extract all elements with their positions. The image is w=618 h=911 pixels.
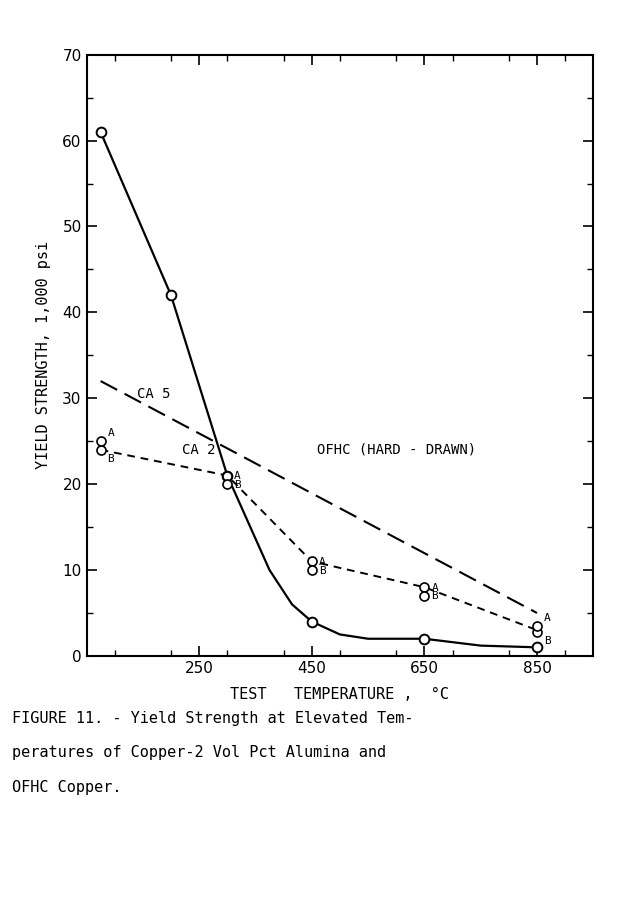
- Text: B: B: [234, 480, 241, 490]
- X-axis label: TEST   TEMPERATURE ,  °C: TEST TEMPERATURE , °C: [231, 687, 449, 701]
- Text: A: A: [544, 613, 551, 623]
- Text: OFHC Copper.: OFHC Copper.: [12, 780, 122, 794]
- Text: CA 5: CA 5: [137, 387, 171, 401]
- Text: B: B: [431, 591, 438, 601]
- Text: A: A: [319, 558, 326, 568]
- Text: FIGURE 11. - Yield Strength at Elevated Tem-: FIGURE 11. - Yield Strength at Elevated …: [12, 711, 414, 725]
- Text: A: A: [108, 428, 114, 438]
- Text: A: A: [431, 583, 438, 593]
- Text: B: B: [108, 454, 114, 464]
- Text: CA 2: CA 2: [182, 443, 216, 456]
- Text: OFHC (HARD - DRAWN): OFHC (HARD - DRAWN): [318, 443, 476, 456]
- Text: A: A: [234, 471, 241, 481]
- Text: B: B: [544, 636, 551, 646]
- Text: peratures of Copper-2 Vol Pct Alumina and: peratures of Copper-2 Vol Pct Alumina an…: [12, 745, 386, 760]
- Text: B: B: [319, 566, 326, 576]
- Y-axis label: YIELD STRENGTH, 1,000 psi: YIELD STRENGTH, 1,000 psi: [36, 241, 51, 469]
